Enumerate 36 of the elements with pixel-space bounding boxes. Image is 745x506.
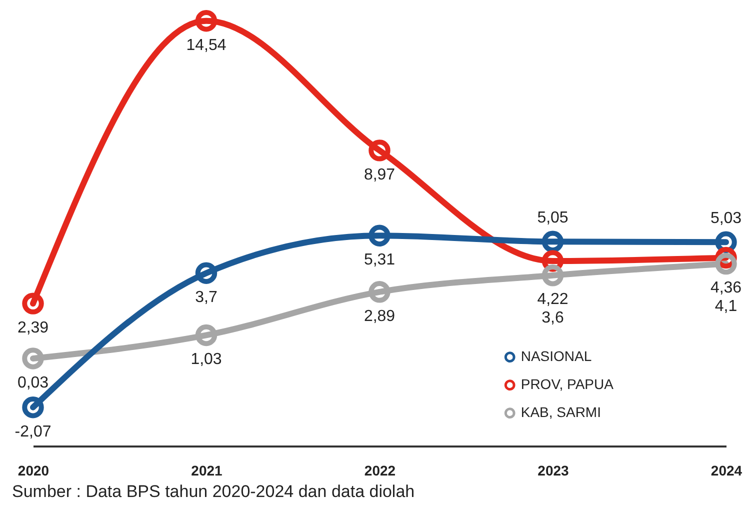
data-label: 1,03: [190, 351, 222, 368]
point: [368, 281, 390, 303]
data-label: 4,22: [537, 290, 568, 308]
x-tick-label: 2020: [18, 462, 50, 478]
point: [542, 230, 564, 253]
data-label: 5,05: [537, 210, 568, 227]
legend-label: KAB, SARMI: [520, 404, 601, 420]
data-label: 2,39: [17, 320, 49, 337]
x-tick-label: 2024: [710, 462, 742, 478]
x-tick-label: 2022: [364, 462, 396, 478]
text: Sumber : Data BPS tahun 2020-2024 dan data diolah: [12, 482, 415, 501]
point: [368, 224, 390, 246]
point: [368, 140, 390, 162]
data-label: -2,07: [14, 423, 52, 440]
data-label: 5,03: [710, 210, 742, 228]
data-label: 14,54: [186, 36, 226, 54]
point: [195, 10, 218, 32]
point: [715, 252, 737, 275]
data-label: 3,6: [542, 309, 564, 326]
point: [22, 396, 44, 418]
data-label: 4,1: [714, 298, 738, 315]
point: [195, 324, 218, 346]
point: [195, 262, 218, 284]
data-label: 8,97: [364, 166, 396, 184]
data-label: 5,31: [364, 252, 396, 269]
x-tick-label: 2023: [538, 462, 570, 478]
point: [22, 292, 44, 314]
data-label: 4,36: [710, 280, 742, 297]
point: [22, 348, 44, 370]
x-tick-label: 2021: [191, 462, 223, 478]
legend-label: NASIONAL: [520, 348, 592, 364]
legend-label: PROV, PAPUA: [520, 376, 614, 392]
data-label: 0,03: [17, 374, 49, 392]
point: [542, 264, 564, 286]
data-label: 2,89: [364, 308, 396, 325]
data-label: 3,7: [195, 289, 218, 306]
